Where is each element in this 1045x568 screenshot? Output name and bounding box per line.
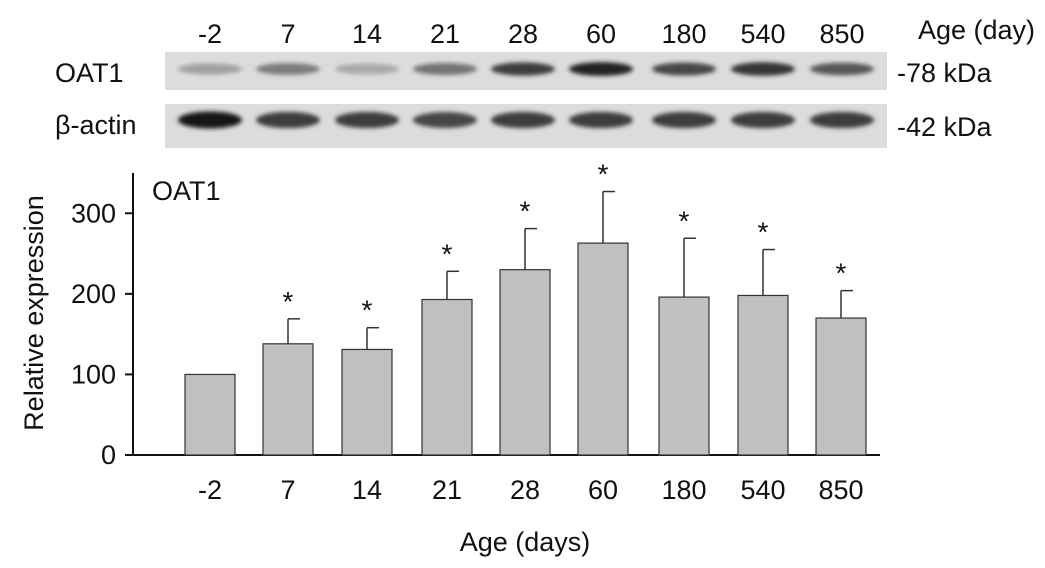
blot-band	[491, 62, 555, 76]
blot-band	[810, 111, 874, 129]
blot-row: OAT1 -78 kDa	[55, 52, 993, 90]
bar	[815, 317, 867, 456]
western-blot-panel: -2 7 14 21 28 60 180 540 850 Age (day) OAT1 -78 k…	[55, 15, 1035, 148]
significance-marker: *	[758, 217, 769, 248]
significance-marker: *	[442, 238, 453, 269]
y-axis-label: Relative expression	[19, 195, 49, 431]
significance-marker: *	[520, 196, 531, 227]
blot-band	[335, 111, 399, 129]
x-axis-ticks: -2 7 14 21 28 60 180 540 850	[198, 475, 864, 505]
bar	[341, 348, 393, 456]
blot-marker-label: -42 kDa	[897, 112, 993, 142]
y-tick-label: 200	[71, 279, 116, 309]
x-tick-label: 7	[280, 475, 295, 505]
blot-lane-label: -2	[198, 19, 222, 49]
blot-band	[731, 111, 795, 129]
bar	[577, 242, 629, 456]
bar	[184, 373, 236, 456]
bar	[658, 296, 710, 456]
y-axis-ticks: 0 100 200 300	[71, 198, 133, 470]
x-tick-label: -2	[198, 475, 222, 505]
blot-lane-labels: -2 7 14 21 28 60 180 540 850	[198, 19, 865, 49]
x-tick-label: 14	[352, 475, 382, 505]
significance-marker: *	[598, 159, 609, 190]
blot-band	[256, 63, 320, 75]
significance-marker: *	[836, 258, 847, 289]
blot-row-label: OAT1	[55, 58, 124, 88]
x-tick-label: 180	[661, 475, 706, 505]
bar	[421, 298, 473, 456]
blot-band	[413, 63, 477, 75]
x-tick-label: 60	[588, 475, 618, 505]
chart-title: OAT1	[152, 176, 221, 206]
blot-rows: OAT1 -78 kDa β-actin -42 kDa	[55, 52, 993, 148]
blot-lane-label: 21	[430, 19, 460, 49]
blot-lane-label: 540	[740, 19, 785, 49]
blot-band	[491, 111, 555, 129]
blot-band	[569, 62, 633, 76]
blot-band	[652, 111, 716, 129]
blot-band	[335, 63, 399, 75]
blot-lane-label: 14	[352, 19, 382, 49]
blot-band	[731, 62, 795, 76]
blot-lane-label: 7	[280, 19, 295, 49]
bar-chart: 0 100 200 300 * * * * * * * * -2 7 14 21 28 60 180 540 850…	[19, 159, 880, 557]
x-tick-label: 540	[740, 475, 785, 505]
blot-lane-label: 850	[819, 19, 864, 49]
blot-band	[569, 111, 633, 129]
blot-marker-label: -78 kDa	[897, 58, 993, 88]
x-tick-label: 28	[510, 475, 540, 505]
y-tick-label: 100	[71, 359, 116, 389]
significance-marker: *	[283, 286, 294, 317]
bars: * * * * * * * *	[184, 159, 867, 456]
x-tick-label: 21	[432, 475, 462, 505]
significance-marker: *	[679, 205, 690, 236]
bar	[499, 269, 551, 456]
y-tick-label: 0	[101, 440, 116, 470]
blot-band	[652, 62, 716, 76]
bar	[262, 343, 314, 456]
blot-band	[413, 112, 477, 128]
blot-band	[810, 62, 874, 76]
blot-age-header: Age (day)	[918, 15, 1035, 45]
x-tick-label: 850	[818, 475, 863, 505]
blot-row: β-actin -42 kDa	[55, 104, 993, 148]
blot-band	[178, 111, 242, 129]
blot-lane-label: 180	[661, 19, 706, 49]
blot-row-label: β-actin	[55, 110, 137, 140]
x-axis-label: Age (days)	[460, 527, 591, 557]
blot-band	[178, 63, 242, 75]
bar	[737, 294, 789, 456]
blot-lane-label: 60	[586, 19, 616, 49]
significance-marker: *	[362, 295, 373, 326]
blot-lane-label: 28	[508, 19, 538, 49]
blot-band	[256, 111, 320, 129]
y-tick-label: 300	[71, 198, 116, 228]
